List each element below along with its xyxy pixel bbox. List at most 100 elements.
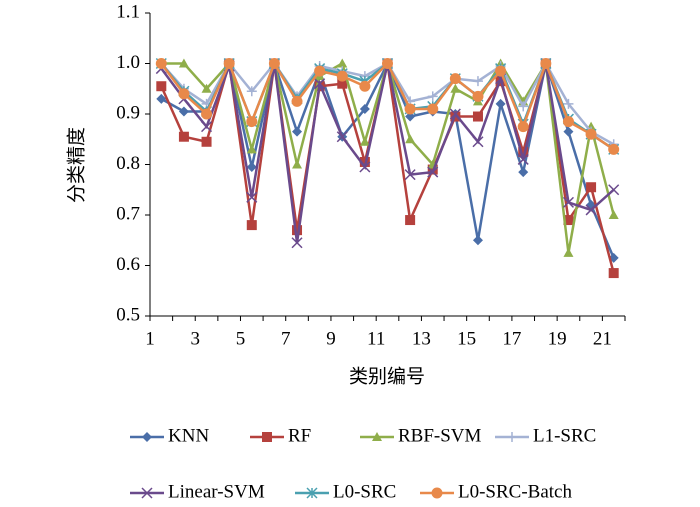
point xyxy=(178,88,190,100)
point xyxy=(292,225,303,236)
point xyxy=(178,58,189,68)
point xyxy=(201,108,213,120)
y-axis-title: 分类精度 xyxy=(65,127,87,203)
point xyxy=(404,103,416,115)
point xyxy=(427,103,439,115)
point xyxy=(472,111,483,122)
point xyxy=(472,136,484,148)
x-tick-label: 1 xyxy=(145,328,155,349)
point xyxy=(562,196,574,208)
point xyxy=(404,169,416,181)
point xyxy=(314,78,326,90)
point xyxy=(155,58,167,69)
point xyxy=(156,81,167,92)
point xyxy=(336,131,348,143)
point xyxy=(450,83,461,93)
legend-label: RBF-SVM xyxy=(398,425,482,446)
point xyxy=(201,121,213,133)
x-tick-label: 5 xyxy=(236,328,246,349)
legend-marker xyxy=(306,487,318,499)
legend-label: KNN xyxy=(168,425,209,446)
point xyxy=(405,134,416,144)
point xyxy=(291,237,303,249)
x-tick-label: 7 xyxy=(281,328,291,349)
point xyxy=(246,144,257,154)
x-tick-label: 13 xyxy=(412,328,431,349)
x-tick-label: 17 xyxy=(502,328,521,349)
point xyxy=(201,83,212,93)
point xyxy=(156,93,167,104)
point xyxy=(246,162,257,173)
point xyxy=(517,121,529,133)
point xyxy=(518,167,529,178)
x-tick-label: 15 xyxy=(457,328,476,349)
legend-label: RF xyxy=(288,425,311,446)
point xyxy=(563,215,574,226)
x-tick-label: 3 xyxy=(190,328,200,349)
point xyxy=(472,90,484,102)
point xyxy=(246,191,258,203)
x-tick-label: 19 xyxy=(548,328,567,349)
point xyxy=(472,76,483,87)
point xyxy=(427,166,439,178)
point xyxy=(563,247,574,257)
y-tick-label: 0.8 xyxy=(116,153,140,174)
point xyxy=(359,161,371,173)
point xyxy=(608,268,619,279)
series-line xyxy=(160,61,615,243)
point xyxy=(291,95,303,107)
x-tick-label: 9 xyxy=(326,328,336,349)
series-line xyxy=(160,60,615,146)
point xyxy=(292,126,303,137)
series-line xyxy=(160,59,615,151)
point xyxy=(405,111,416,122)
y-tick-label: 1.1 xyxy=(116,1,140,22)
point xyxy=(337,78,348,89)
y-tick-label: 0.5 xyxy=(116,304,140,325)
point xyxy=(562,116,574,128)
point xyxy=(585,204,597,216)
point xyxy=(518,146,529,157)
y-tick-label: 0.9 xyxy=(116,102,140,123)
legend-marker xyxy=(141,487,153,499)
point xyxy=(246,220,257,231)
x-tick-label: 11 xyxy=(367,328,385,349)
legend-label: Linear-SVM xyxy=(168,481,265,502)
legend-label: L1-SRC xyxy=(533,425,596,446)
point xyxy=(563,126,574,137)
series-line xyxy=(160,63,615,274)
point xyxy=(359,80,371,92)
point xyxy=(518,101,529,112)
point xyxy=(608,143,620,155)
x-tick-label: 21 xyxy=(593,328,612,349)
point xyxy=(427,91,438,102)
point xyxy=(585,128,597,140)
point xyxy=(292,159,303,169)
legend-label: L0-SRC xyxy=(333,481,396,502)
point xyxy=(608,210,619,219)
series-line xyxy=(161,59,615,254)
point xyxy=(178,131,189,142)
legend-marker xyxy=(507,432,517,442)
point xyxy=(586,182,597,193)
point xyxy=(449,73,461,85)
point xyxy=(223,58,235,69)
point xyxy=(246,86,257,97)
legend-label: L0-SRC-Batch xyxy=(458,481,572,502)
legend-marker xyxy=(372,432,382,441)
point xyxy=(178,106,189,117)
legend-marker xyxy=(431,487,443,499)
point xyxy=(268,58,280,69)
point xyxy=(449,108,461,120)
point xyxy=(540,58,552,69)
point xyxy=(405,215,416,226)
series-line xyxy=(160,60,615,151)
y-tick-label: 0.7 xyxy=(116,203,140,224)
y-tick-label: 0.6 xyxy=(116,254,140,275)
point xyxy=(495,65,507,77)
point xyxy=(337,58,348,68)
point xyxy=(517,153,529,165)
point xyxy=(314,65,326,77)
point xyxy=(336,70,348,82)
